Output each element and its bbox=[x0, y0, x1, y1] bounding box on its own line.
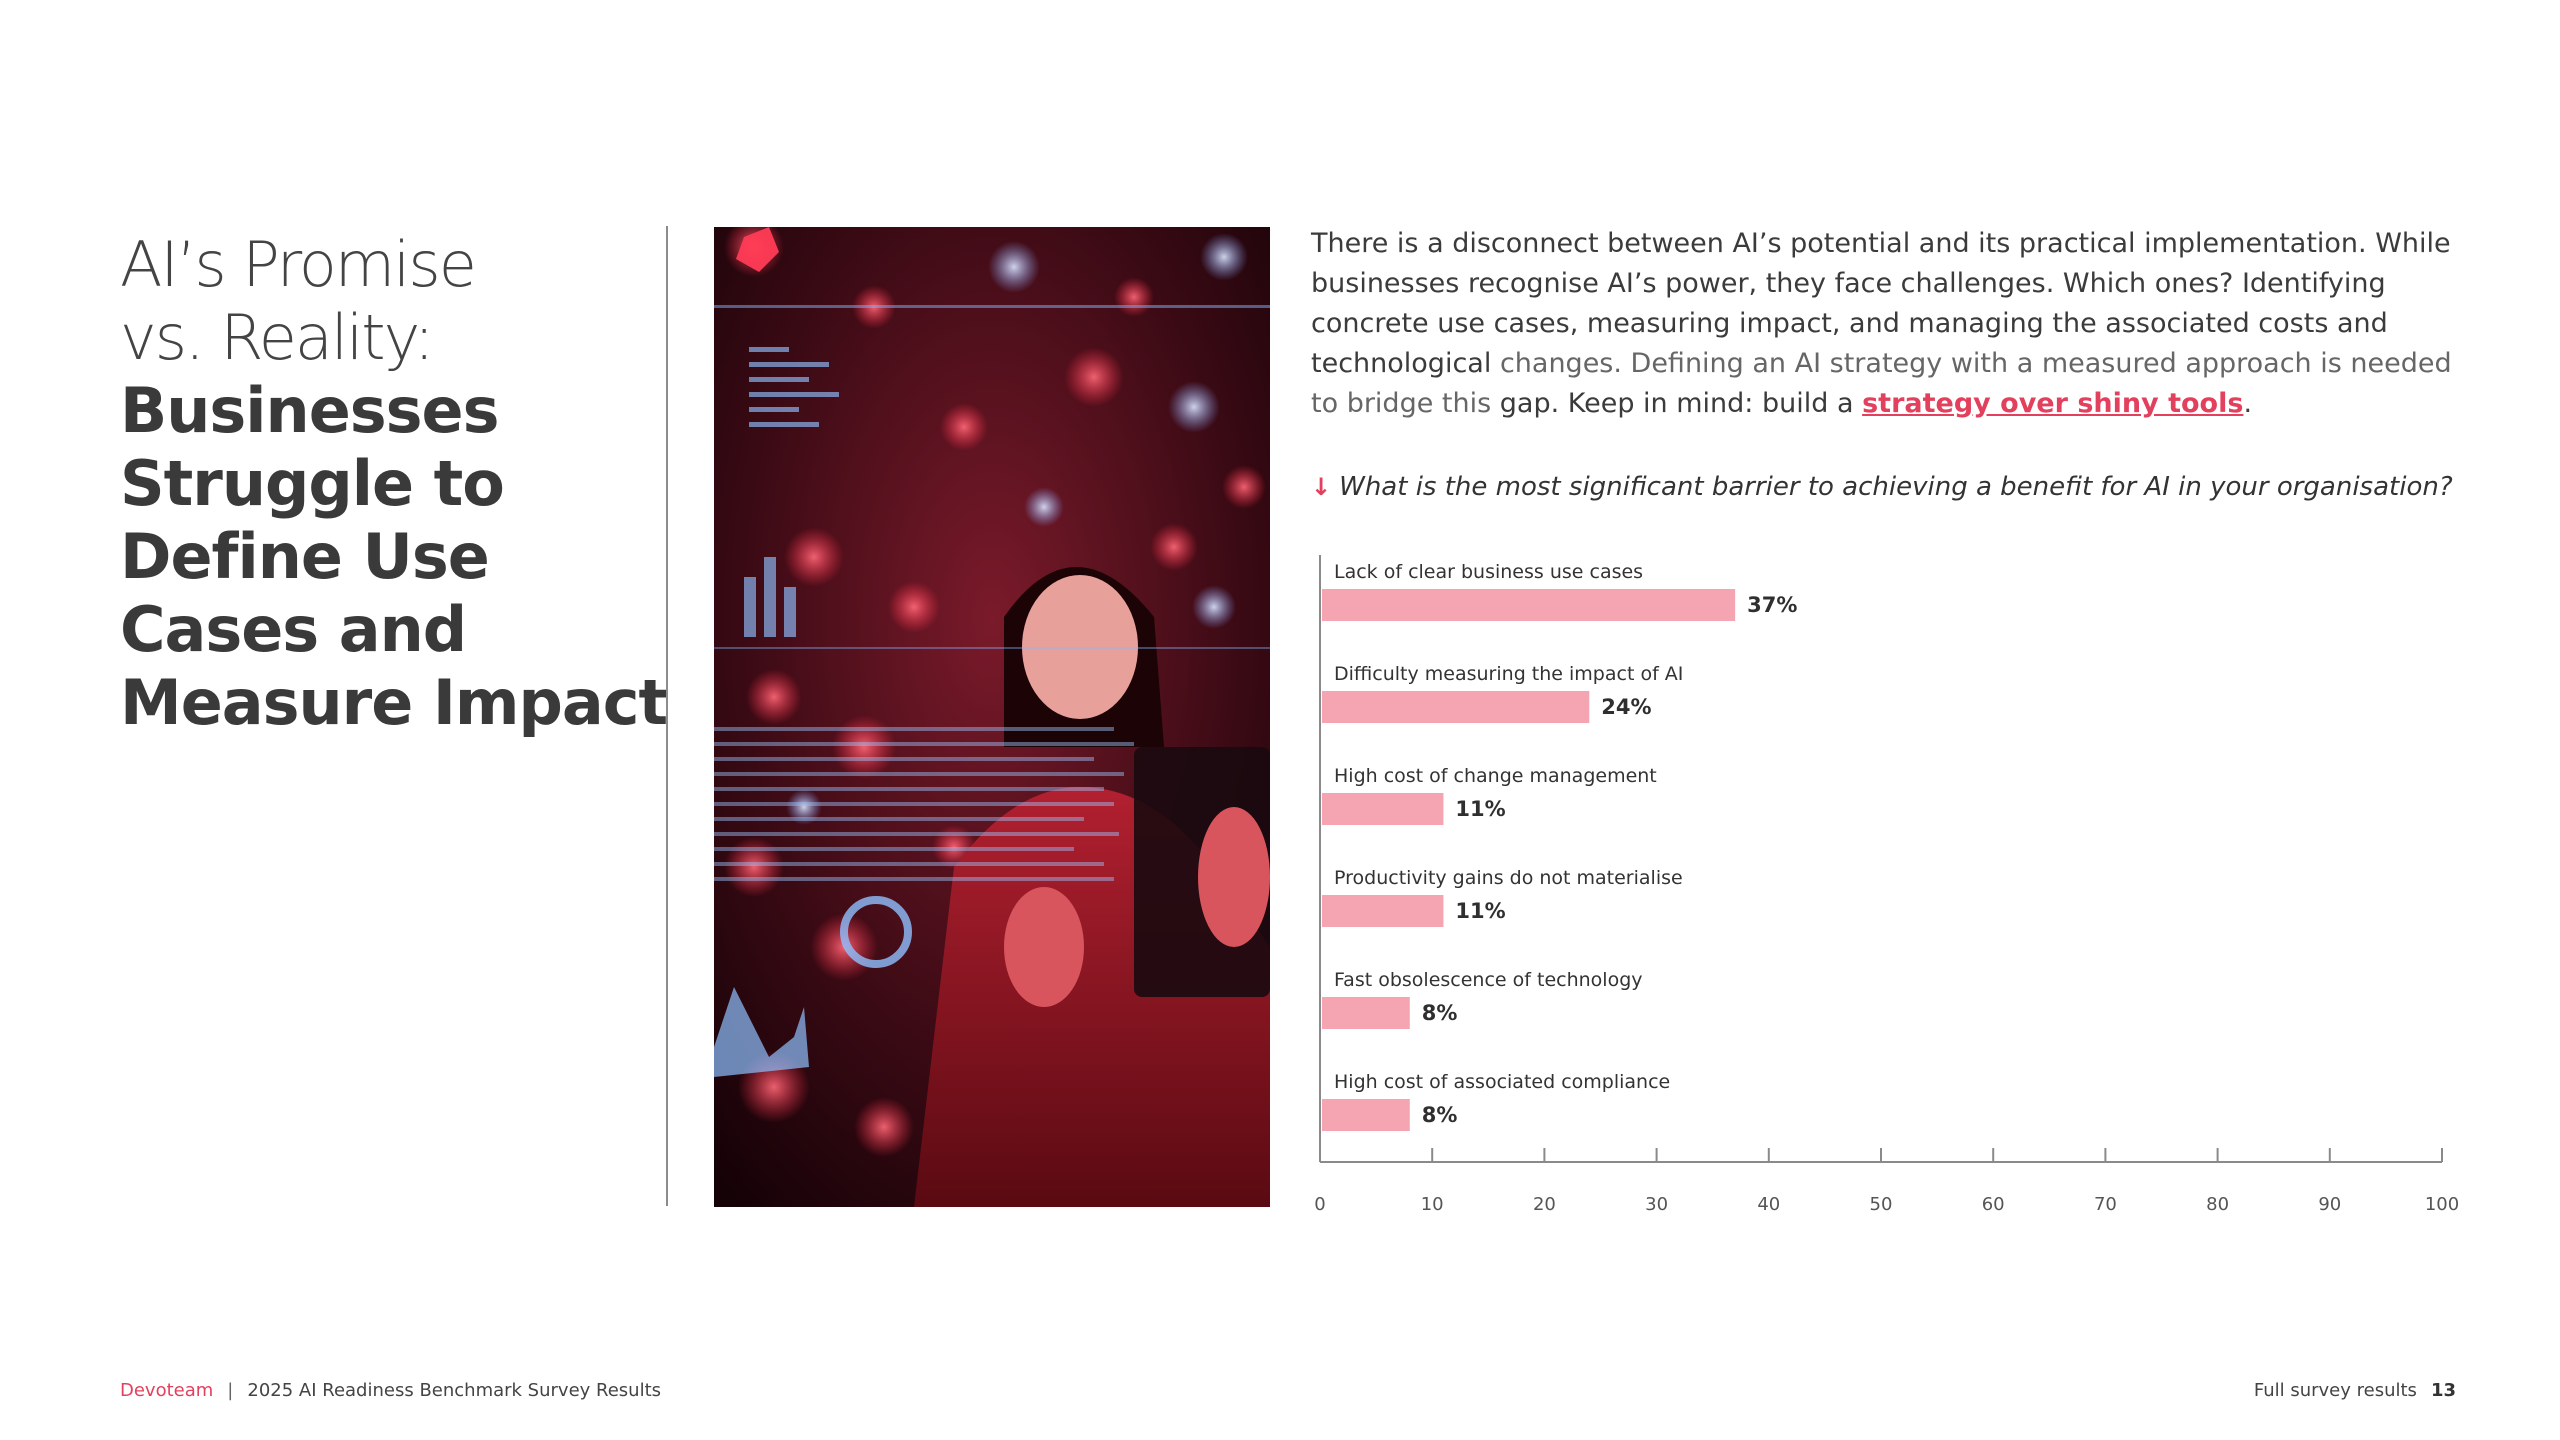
page-number: 13 bbox=[2430, 1380, 2456, 1401]
bar-value-label: 11% bbox=[1455, 797, 1505, 821]
title-bold-line-2: Struggle to bbox=[120, 447, 505, 520]
title-bold-line-4: Cases and bbox=[120, 593, 467, 666]
bar bbox=[1322, 895, 1444, 927]
bar bbox=[1322, 997, 1410, 1029]
bar-value-label: 8% bbox=[1422, 1103, 1458, 1127]
x-tick-label: 90 bbox=[2318, 1194, 2341, 1215]
intro-text-2: changes. Defining an AI strategy with a … bbox=[1311, 348, 2452, 419]
x-tick-label: 0 bbox=[1314, 1194, 1325, 1215]
barrier-bar-chart: 0 10 20 30 40 50 60 70 80 90 100 Lack of clear busi… bbox=[1314, 555, 2459, 1215]
title-light-line-2: vs. Reality: bbox=[120, 301, 435, 374]
survey-question: ↓ What is the most significant barrier to… bbox=[1311, 470, 2511, 504]
bar-value-label: 8% bbox=[1422, 1001, 1458, 1025]
x-tick-label: 30 bbox=[1645, 1194, 1668, 1215]
woman-with-tablet-photo bbox=[714, 227, 1270, 1207]
bar bbox=[1322, 589, 1736, 621]
arrow-down-icon: ↓ bbox=[1311, 473, 1332, 501]
footer-left: Devoteam | 2025 AI Readiness Benchmark Sur… bbox=[120, 1380, 661, 1401]
footer-right: Full survey results 13 bbox=[2254, 1380, 2456, 1401]
brand-name: Devoteam bbox=[120, 1380, 214, 1401]
title-bold-line-5: Measure Impact bbox=[120, 666, 668, 739]
bar bbox=[1322, 1099, 1410, 1131]
x-tick-label: 40 bbox=[1757, 1194, 1780, 1215]
bar-value-label: 24% bbox=[1601, 695, 1651, 719]
x-tick-label: 20 bbox=[1533, 1194, 1556, 1215]
bar bbox=[1322, 691, 1590, 723]
title-bold-line-1: Businesses bbox=[120, 374, 500, 447]
page-title: AI’s Promise vs. Reality: Businesses Str… bbox=[120, 228, 680, 739]
category-label: Difficulty measuring the impact of AI bbox=[1334, 663, 1683, 685]
intro-text-4: . bbox=[2243, 388, 2253, 419]
category-label: Fast obsolescence of technology bbox=[1334, 969, 1643, 991]
intro-text-1: There is a disconnect between AI’s poten… bbox=[1311, 228, 2451, 379]
x-tick-label: 80 bbox=[2206, 1194, 2229, 1215]
title-bold-line-3: Define Use bbox=[120, 520, 490, 593]
bar-value-label: 37% bbox=[1747, 593, 1797, 617]
question-text: What is the most significant barrier to … bbox=[1339, 472, 2453, 502]
photo-illustration bbox=[714, 227, 1270, 1207]
intro-paragraph: There is a disconnect between AI’s poten… bbox=[1311, 224, 2471, 424]
category-label: High cost of change management bbox=[1334, 765, 1657, 787]
x-tick-label: 50 bbox=[1870, 1194, 1893, 1215]
section-name: Full survey results bbox=[2253, 1380, 2417, 1401]
footer-separator: | bbox=[227, 1380, 234, 1401]
x-tick-label: 60 bbox=[1982, 1194, 2005, 1215]
bar-value-label: 11% bbox=[1455, 899, 1505, 923]
bar bbox=[1322, 793, 1444, 825]
category-label: High cost of associated compliance bbox=[1334, 1071, 1670, 1093]
category-label: Productivity gains do not materialise bbox=[1334, 867, 1683, 889]
strategy-link[interactable]: strategy over shiny tools bbox=[1862, 388, 2244, 419]
vertical-divider bbox=[666, 226, 668, 1206]
title-light-line-1: AI’s Promise bbox=[120, 228, 477, 301]
x-tick-label: 10 bbox=[1421, 1194, 1444, 1215]
report-title: 2025 AI Readiness Benchmark Survey Resul… bbox=[247, 1380, 662, 1401]
x-tick-label: 100 bbox=[2425, 1194, 2459, 1215]
intro-text-3: gap. Keep in mind: build a bbox=[1499, 388, 1863, 419]
x-tick-label: 70 bbox=[2094, 1194, 2117, 1215]
category-label: Lack of clear business use cases bbox=[1334, 561, 1643, 583]
